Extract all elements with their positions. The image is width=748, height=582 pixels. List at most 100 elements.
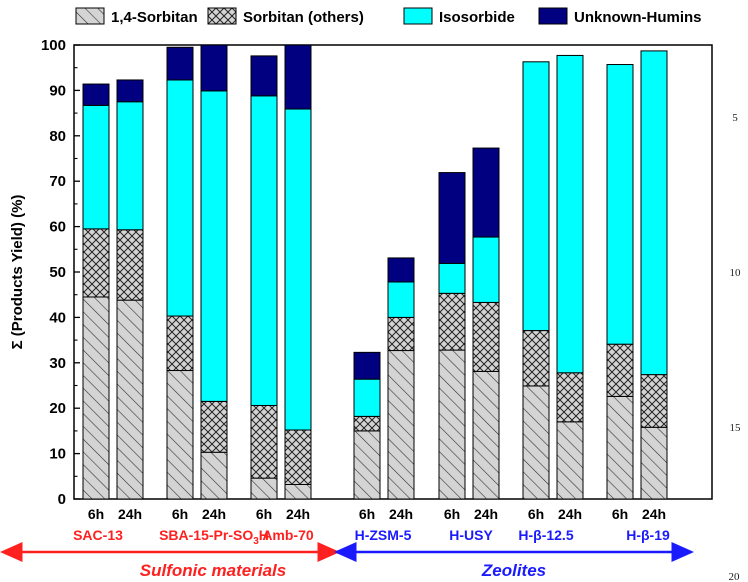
time-label: 6h — [172, 506, 188, 522]
bar-segment-isosorbide — [472, 236, 500, 303]
legend-swatch — [207, 7, 237, 25]
y-tick-label: 40 — [49, 309, 66, 326]
time-label: 24h — [118, 506, 142, 522]
bars — [82, 44, 668, 500]
y-tick-label: 70 — [49, 173, 66, 190]
bar-segment-unknown-humins — [82, 83, 110, 106]
bar-segment-isosorbide — [353, 378, 381, 417]
time-label: 24h — [474, 506, 498, 522]
time-label: 24h — [202, 506, 226, 522]
y-tick-label: 50 — [49, 264, 66, 281]
time-label: 6h — [528, 506, 544, 522]
line-number: 10 — [730, 267, 742, 279]
margin-line-numbers: 5 10 15 20 — [729, 112, 742, 582]
y-tick-label: 0 — [58, 491, 66, 508]
bar-segment-isosorbide — [284, 108, 312, 431]
bar-segment-sorbitan-others- — [166, 315, 194, 372]
bar-segment-unknown-humins — [438, 172, 466, 264]
catalyst-label: H-ZSM-5 — [355, 527, 412, 543]
group-label: Zeolites — [481, 561, 546, 580]
legend-label: Unknown-Humins — [574, 9, 702, 26]
bar-segment-sorbitan-others- — [640, 374, 668, 428]
bar-segment-sorbitan-others- — [116, 229, 144, 301]
bar-segment-unknown-humins — [353, 351, 381, 380]
bar-segment-1-4-sorbitan — [200, 451, 228, 500]
y-tick-label: 80 — [49, 128, 66, 145]
time-label: 6h — [359, 506, 375, 522]
catalyst-label: Amb-70 — [262, 527, 314, 543]
group-label: Sulfonic materials — [140, 561, 286, 580]
y-tick-label: 30 — [49, 355, 66, 372]
y-tick-label: 90 — [49, 82, 66, 99]
bar-segment-sorbitan-others- — [472, 301, 500, 372]
bar-segment-1-4-sorbitan — [472, 370, 500, 500]
bar-segment-unknown-humins — [472, 147, 500, 238]
bar-segment-unknown-humins — [387, 257, 415, 283]
y-tick-label: 10 — [49, 446, 66, 463]
bar-segment-1-4-sorbitan — [387, 350, 415, 500]
legend-label: 1,4-Sorbitan — [111, 9, 198, 26]
time-label: 6h — [88, 506, 104, 522]
bar-segment-1-4-sorbitan — [522, 385, 550, 500]
bar-segment-1-4-sorbitan — [284, 483, 312, 500]
y-tick-label: 60 — [49, 219, 66, 236]
bar-segment-sorbitan-others- — [353, 415, 381, 432]
bar-segment-isosorbide — [250, 95, 278, 406]
line-number: 5 — [732, 112, 738, 124]
category-labels: 6h 24h 6h 24h 6h 24h 6h 24h 6h 24h 6h 24h 6h 24h SAC-1… — [73, 506, 670, 547]
bar-segment-unknown-humins — [284, 44, 312, 110]
time-label: 24h — [389, 506, 413, 522]
bar-segment-1-4-sorbitan — [556, 421, 584, 500]
time-label: 6h — [256, 506, 272, 522]
bar-segment-sorbitan-others- — [522, 330, 550, 387]
catalyst-label: H-β-19 — [626, 527, 670, 543]
bar-segment-isosorbide — [387, 281, 415, 318]
bar-segment-isosorbide — [200, 90, 228, 402]
legend: 1,4-Sorbitan Sorbitan (others) Isosorbide U… — [75, 7, 702, 26]
legend-swatch — [538, 7, 568, 25]
bar-segment-sorbitan-others- — [82, 228, 110, 298]
legend-swatch — [403, 7, 433, 25]
bar-segment-1-4-sorbitan — [640, 426, 668, 500]
line-number: 15 — [730, 422, 742, 434]
bar-segment-sorbitan-others- — [387, 316, 415, 352]
line-number: 20 — [729, 571, 741, 582]
y-axis-label: Σ (Products Yield) (%) — [9, 195, 26, 350]
bar-segment-sorbitan-others- — [438, 292, 466, 351]
bar-segment-isosorbide — [640, 50, 668, 376]
bar-segment-isosorbide — [556, 54, 584, 374]
time-label: 6h — [612, 506, 628, 522]
bar-segment-sorbitan-others- — [556, 372, 584, 423]
legend-swatch — [75, 7, 105, 25]
catalyst-label: SBA-15-Pr-SO3H — [159, 527, 269, 547]
time-label: 24h — [642, 506, 666, 522]
y-tick-label: 100 — [41, 37, 66, 54]
time-label: 24h — [558, 506, 582, 522]
bar-segment-1-4-sorbitan — [606, 395, 634, 500]
time-label: 6h — [444, 506, 460, 522]
legend-label: Sorbitan (others) — [243, 9, 364, 26]
bar-segment-unknown-humins — [200, 44, 228, 92]
bar-segment-isosorbide — [82, 104, 110, 230]
bar-segment-sorbitan-others- — [606, 343, 634, 397]
bar-segment-isosorbide — [438, 262, 466, 294]
bar-segment-1-4-sorbitan — [438, 349, 466, 500]
bar-segment-1-4-sorbitan — [166, 370, 194, 500]
y-tick-label: 20 — [49, 400, 66, 417]
time-label: 24h — [286, 506, 310, 522]
group-labels: Sulfonic materials Zeolites — [0, 542, 694, 580]
bar-segment-1-4-sorbitan — [116, 299, 144, 500]
bar-segment-sorbitan-others- — [284, 429, 312, 485]
bar-segment-isosorbide — [116, 101, 144, 231]
bar-segment-sorbitan-others- — [250, 404, 278, 479]
legend-label: Isosorbide — [439, 9, 515, 26]
bar-segment-1-4-sorbitan — [250, 477, 278, 500]
bar-segment-1-4-sorbitan — [353, 430, 381, 500]
catalyst-label: H-β-12.5 — [518, 527, 573, 543]
bar-segment-sorbitan-others- — [200, 400, 228, 453]
bar-segment-unknown-humins — [166, 46, 194, 81]
bar-segment-unknown-humins — [116, 79, 144, 103]
bar-segment-isosorbide — [166, 79, 194, 317]
bar-segment-1-4-sorbitan — [82, 296, 110, 500]
